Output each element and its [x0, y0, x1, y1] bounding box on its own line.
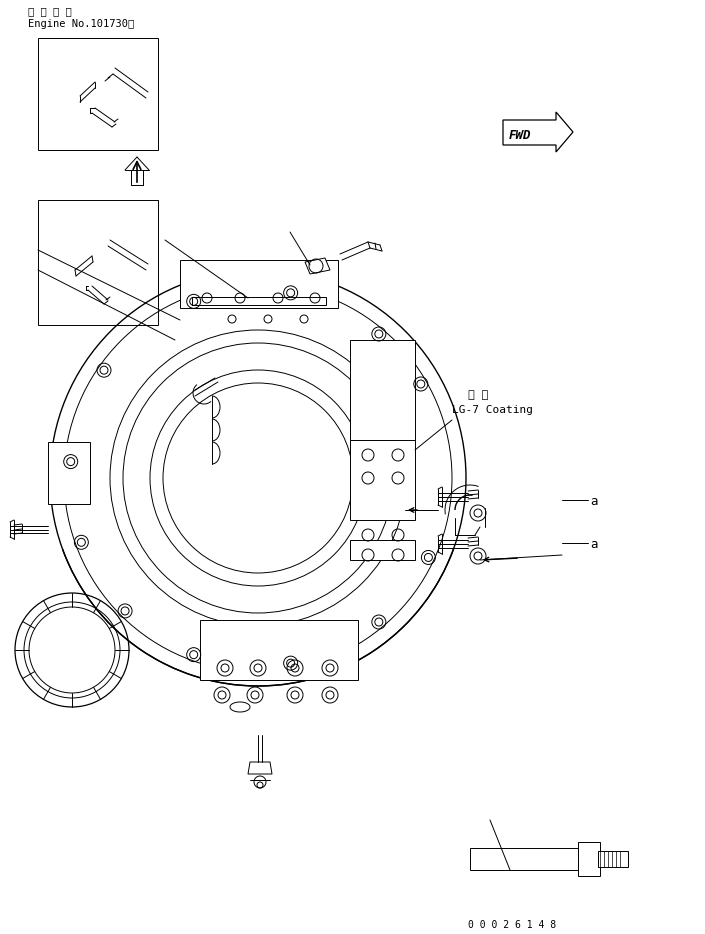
Circle shape — [254, 664, 262, 672]
Bar — [48, 442, 90, 504]
Polygon shape — [503, 112, 573, 152]
Circle shape — [326, 691, 334, 699]
Bar — [578, 842, 600, 876]
Bar — [350, 340, 415, 440]
Bar — [470, 848, 585, 870]
Text: a: a — [590, 495, 598, 508]
Bar — [180, 260, 338, 308]
Text: 0 0 0 2 6 1 4 8: 0 0 0 2 6 1 4 8 — [468, 920, 556, 930]
Bar — [350, 440, 415, 520]
Bar — [38, 200, 158, 325]
Bar — [38, 38, 158, 150]
Bar — [200, 620, 358, 680]
Circle shape — [251, 691, 259, 699]
Circle shape — [291, 664, 299, 672]
Text: Engine No.101730～: Engine No.101730～ — [28, 19, 134, 29]
Polygon shape — [305, 258, 330, 274]
Circle shape — [218, 691, 226, 699]
Bar — [350, 540, 415, 560]
Circle shape — [291, 691, 299, 699]
Bar — [192, 297, 326, 305]
Text: LG-7 Coating: LG-7 Coating — [452, 405, 533, 415]
Polygon shape — [248, 762, 272, 774]
Text: 適 用 号 機: 適 用 号 機 — [28, 6, 72, 16]
Circle shape — [221, 664, 229, 672]
Text: a: a — [590, 538, 598, 551]
Text: 塗 布: 塗 布 — [468, 390, 489, 400]
Circle shape — [326, 664, 334, 672]
Bar — [598, 851, 628, 867]
Text: FWD: FWD — [509, 129, 532, 142]
